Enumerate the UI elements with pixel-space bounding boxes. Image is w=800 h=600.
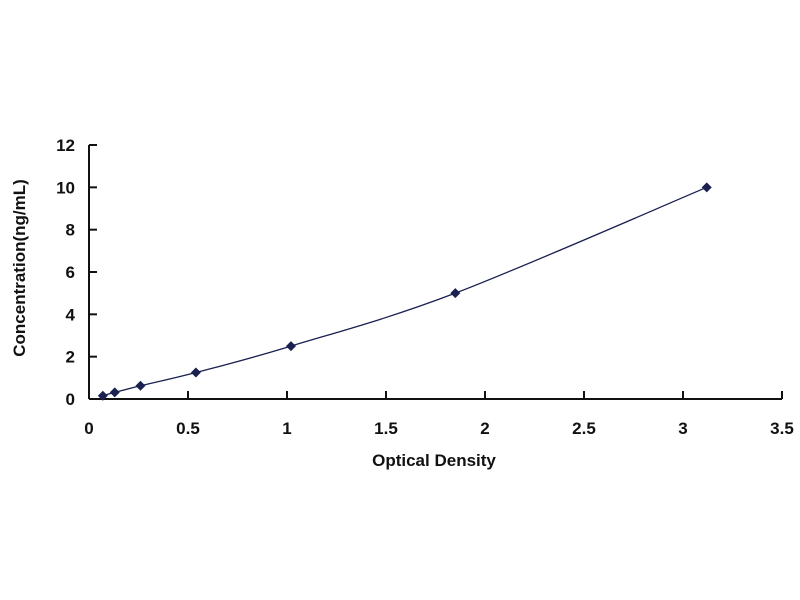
y-tick-label: 10 (56, 178, 75, 197)
x-tick-label: 1.5 (374, 419, 398, 438)
y-axis-title: Concentration(ng/mL) (10, 179, 29, 357)
y-tick-label: 6 (66, 263, 75, 282)
x-tick-label: 3.5 (770, 419, 794, 438)
y-tick-label: 2 (66, 348, 75, 367)
fitted-curve (102, 186, 708, 397)
x-tick-label: 0 (84, 419, 93, 438)
y-tick-label: 8 (66, 221, 75, 240)
data-point (135, 380, 146, 391)
data-point (285, 341, 296, 352)
y-tick-label: 4 (66, 305, 76, 324)
axes (88, 145, 782, 400)
data-point (97, 390, 108, 401)
data-point (701, 182, 712, 193)
y-tick-label: 0 (66, 390, 75, 409)
data-point (450, 288, 461, 299)
x-axis-title: Optical Density (372, 451, 496, 470)
data-points (97, 182, 712, 401)
x-tick-label: 3 (678, 419, 687, 438)
x-tick-label: 0.5 (176, 419, 200, 438)
data-point (109, 387, 120, 398)
x-tick-label: 1 (282, 419, 291, 438)
y-tick-label: 12 (56, 136, 75, 155)
data-point (190, 367, 201, 378)
x-tick-label: 2.5 (572, 419, 596, 438)
x-tick-label: 2 (480, 419, 489, 438)
ticks: 0 0.5 1 1.5 2 2.5 3 3.5 0 2 4 6 8 10 12 (56, 136, 794, 438)
